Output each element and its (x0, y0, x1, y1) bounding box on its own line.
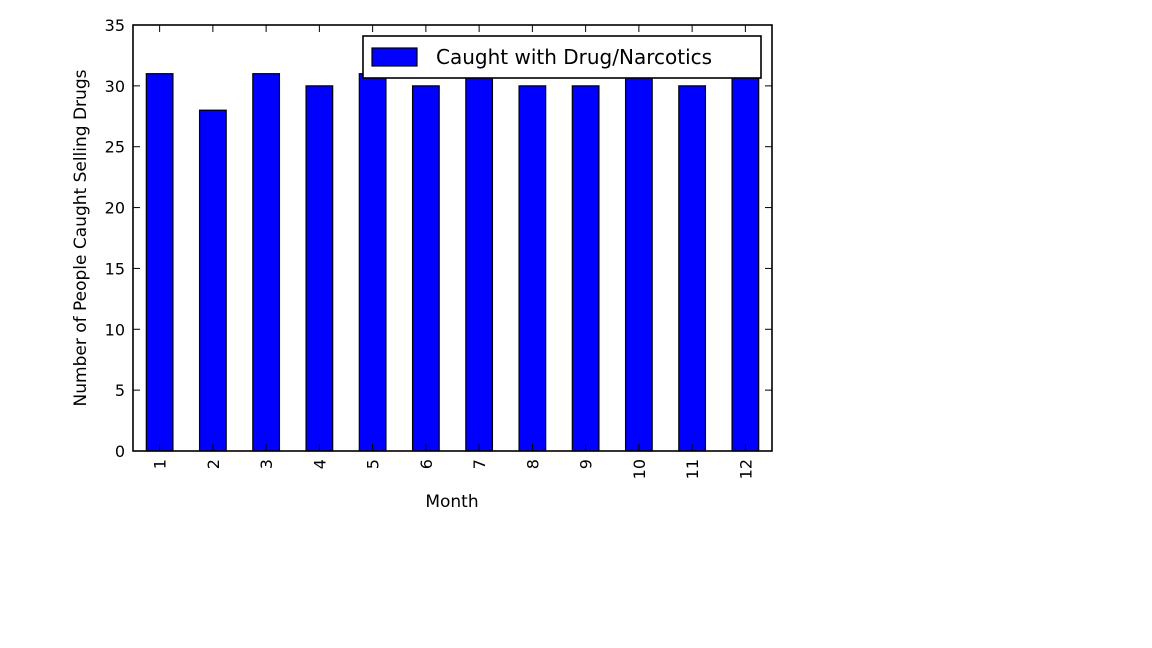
bar (678, 85, 707, 452)
y-tick-label: 25 (105, 138, 125, 157)
y-tick-label: 15 (105, 259, 125, 278)
y-tick-label: 5 (115, 381, 125, 400)
bar (305, 85, 334, 452)
x-tick-label: 1 (151, 459, 170, 469)
bar (518, 85, 547, 452)
legend: Caught with Drug/Narcotics (362, 35, 762, 79)
x-tick-label: 6 (417, 459, 436, 469)
y-tick-label: 20 (105, 199, 125, 218)
bar (465, 73, 494, 452)
y-axis-title: Number of People Caught Selling Drugs (71, 69, 91, 406)
x-axis-title: Month (425, 492, 478, 512)
bar (411, 85, 440, 452)
legend-label: Caught with Drug/Narcotics (436, 45, 712, 69)
x-tick-label: 9 (577, 459, 596, 469)
y-tick-label: 35 (105, 16, 125, 35)
x-tick-label: 8 (523, 459, 542, 469)
bar (731, 73, 760, 452)
x-tick-label: 12 (736, 459, 755, 479)
x-tick-label: 5 (364, 459, 383, 469)
bar (624, 73, 653, 452)
bars-group (145, 73, 760, 452)
y-tick-label: 30 (105, 77, 125, 96)
y-tick-label: 10 (105, 320, 125, 339)
x-tick-label: 4 (310, 459, 329, 469)
bar (198, 109, 227, 452)
bar (145, 73, 174, 452)
plot-frame (132, 24, 773, 452)
y-tick-label: 0 (115, 442, 125, 461)
x-tick-label: 3 (257, 459, 276, 469)
legend-swatch (371, 47, 418, 67)
x-tick-label: 7 (470, 459, 489, 469)
x-tick-label: 2 (204, 459, 223, 469)
bar (252, 73, 281, 452)
legend-box (362, 35, 762, 79)
bar (571, 85, 600, 452)
x-tick-label: 11 (683, 459, 702, 479)
x-tick-label: 10 (630, 459, 649, 479)
bar (358, 73, 387, 452)
